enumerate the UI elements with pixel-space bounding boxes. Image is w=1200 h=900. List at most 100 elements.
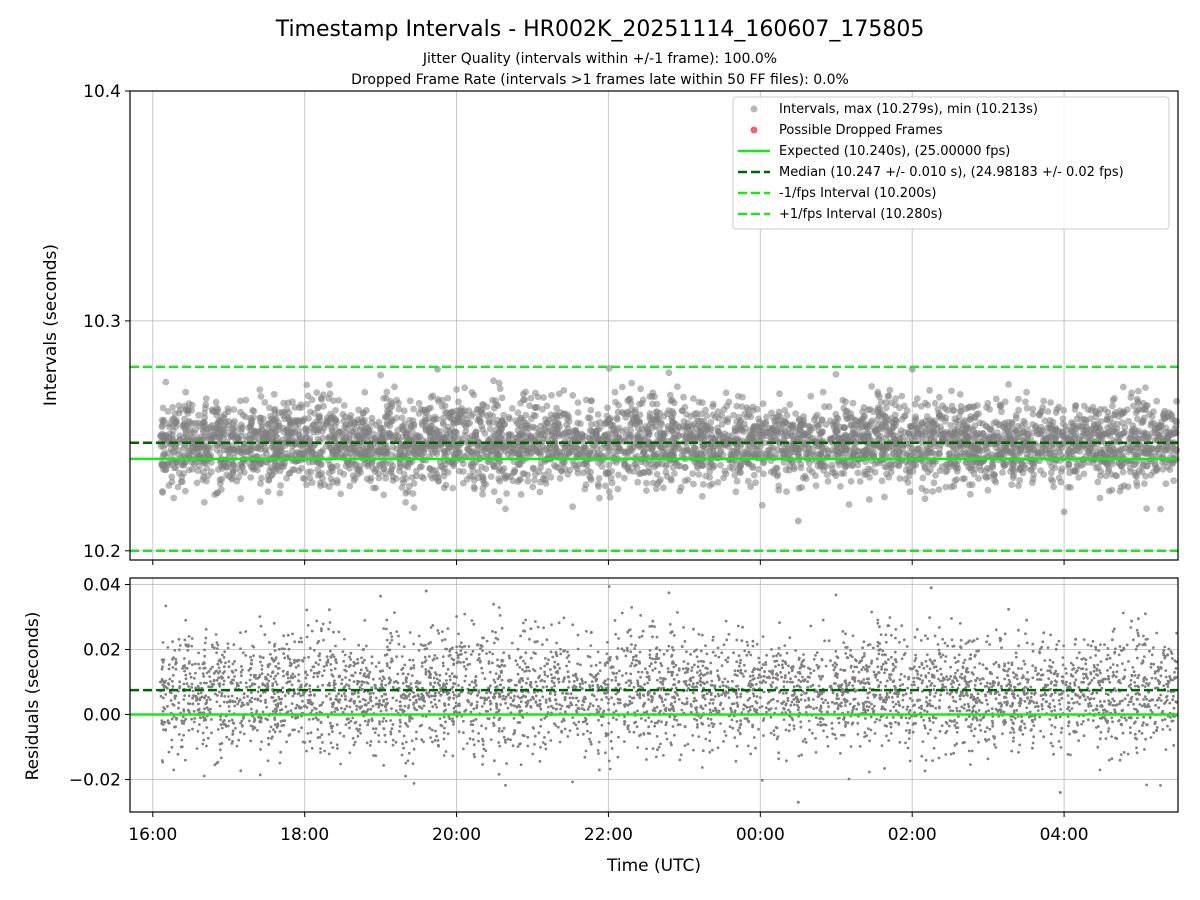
interval-point xyxy=(237,408,244,416)
interval-point xyxy=(382,460,390,467)
interval-point xyxy=(1022,398,1029,406)
interval-point xyxy=(883,431,891,439)
residual-point xyxy=(448,678,452,682)
interval-point xyxy=(365,460,372,468)
interval-point xyxy=(413,431,421,439)
interval-point xyxy=(289,466,296,474)
interval-point xyxy=(563,421,570,428)
interval-point xyxy=(1046,424,1054,432)
interval-point xyxy=(531,424,539,432)
residual-point xyxy=(1092,676,1096,680)
interval-point xyxy=(533,403,541,411)
interval-point xyxy=(298,464,305,472)
residual-point xyxy=(1084,698,1087,702)
interval-point xyxy=(833,420,841,428)
interval-point xyxy=(257,480,264,487)
interval-point xyxy=(1128,389,1135,397)
interval-point xyxy=(548,391,555,399)
residual-point xyxy=(923,726,927,730)
interval-point xyxy=(947,483,955,491)
residual-point xyxy=(991,724,995,728)
interval-point xyxy=(1153,397,1161,405)
interval-point xyxy=(818,416,826,424)
interval-point xyxy=(508,405,516,412)
interval-point xyxy=(304,468,312,476)
interval-point xyxy=(902,466,910,474)
interval-point xyxy=(237,495,245,503)
interval-point xyxy=(699,481,707,488)
interval-point xyxy=(269,425,277,432)
interval-point xyxy=(502,505,509,513)
residual-point xyxy=(785,651,789,655)
interval-point xyxy=(1148,413,1156,420)
interval-point xyxy=(1027,466,1035,474)
interval-point xyxy=(729,432,736,439)
interval-point xyxy=(815,428,823,436)
interval-point xyxy=(668,419,676,427)
interval-point xyxy=(861,423,869,431)
interval-point xyxy=(912,415,920,423)
interval-point xyxy=(957,407,964,415)
interval-point xyxy=(648,445,656,452)
interval-point xyxy=(237,397,244,405)
residual-point xyxy=(821,618,825,622)
interval-point xyxy=(339,410,347,418)
interval-point xyxy=(1143,505,1150,512)
interval-point xyxy=(237,461,244,469)
interval-point xyxy=(1037,467,1044,474)
interval-point xyxy=(1046,416,1054,424)
interval-point xyxy=(469,410,477,418)
interval-point xyxy=(444,394,452,402)
residual-point xyxy=(195,747,199,750)
residual-point xyxy=(272,621,276,625)
interval-point xyxy=(898,416,906,423)
interval-point xyxy=(319,391,327,399)
interval-point xyxy=(666,391,674,399)
interval-point xyxy=(758,501,766,509)
interval-point xyxy=(256,386,264,393)
residual-point xyxy=(558,740,562,744)
residual-point xyxy=(525,681,528,685)
residual-point xyxy=(325,663,328,667)
interval-point xyxy=(325,469,333,477)
interval-point xyxy=(989,461,997,469)
interval-point xyxy=(953,451,961,458)
interval-point xyxy=(1157,505,1164,513)
interval-point xyxy=(301,475,309,482)
interval-point xyxy=(680,432,688,439)
interval-point xyxy=(308,396,316,404)
interval-point xyxy=(657,476,664,484)
interval-point xyxy=(596,494,603,502)
interval-point xyxy=(913,395,921,402)
residual-point xyxy=(937,648,941,652)
interval-point xyxy=(721,467,729,475)
interval-point xyxy=(1040,397,1048,405)
chart-subtitle-jitter: Jitter Quality (intervals within +/-1 fr… xyxy=(422,51,777,67)
interval-point xyxy=(892,421,899,429)
interval-point xyxy=(237,449,245,457)
interval-point xyxy=(1119,430,1127,437)
interval-point xyxy=(984,448,991,455)
interval-point xyxy=(709,411,717,419)
interval-point xyxy=(402,499,409,506)
interval-point xyxy=(731,471,739,479)
interval-point xyxy=(904,479,912,486)
residual-point xyxy=(648,678,651,682)
interval-point xyxy=(1132,472,1139,479)
interval-point xyxy=(319,475,326,482)
interval-point xyxy=(297,401,305,409)
interval-point xyxy=(511,468,518,476)
interval-point xyxy=(928,428,936,436)
interval-point xyxy=(203,445,211,453)
interval-point xyxy=(853,417,860,425)
interval-point xyxy=(706,474,714,481)
interval-point xyxy=(333,418,340,426)
interval-point xyxy=(674,383,681,390)
interval-point xyxy=(810,416,818,424)
interval-point xyxy=(551,429,558,437)
interval-point xyxy=(937,414,945,422)
residual-point xyxy=(665,649,669,652)
residual-point xyxy=(1092,669,1096,673)
interval-point xyxy=(527,415,535,423)
interval-point xyxy=(475,413,483,420)
